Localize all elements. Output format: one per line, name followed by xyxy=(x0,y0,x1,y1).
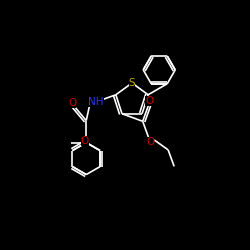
Text: O: O xyxy=(146,137,154,147)
Text: S: S xyxy=(129,78,135,88)
Text: NH: NH xyxy=(88,96,104,106)
Text: O: O xyxy=(68,98,76,108)
Text: O: O xyxy=(145,96,153,106)
Text: O: O xyxy=(80,136,89,146)
